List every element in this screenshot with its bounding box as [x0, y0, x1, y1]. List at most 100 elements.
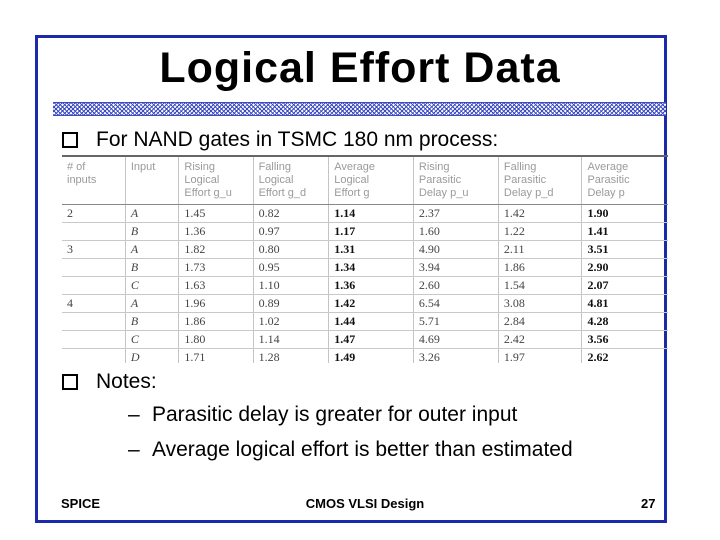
- table-cell: 3.56: [581, 330, 668, 349]
- bullet-text: For NAND gates in TSMC 180 nm process:: [96, 128, 499, 151]
- table-cell: 1.73: [178, 258, 254, 277]
- table-row: D 1.71 1.28 1.49 3.26 1.97 2.62: [62, 348, 668, 363]
- column-header-line: Parasitic: [587, 174, 630, 186]
- table-cell: A: [124, 294, 179, 313]
- column-header-line: Average: [587, 161, 629, 173]
- table-cell: [62, 348, 126, 363]
- table-cell: 1.28: [252, 348, 329, 363]
- table-cell: C: [124, 276, 179, 295]
- column-header-line: Parasitic: [503, 174, 547, 186]
- table-cell: 1.14: [252, 330, 329, 349]
- table-cell: 1.60: [412, 222, 499, 241]
- table-row: B 1.86 1.02 1.44 5.71 2.84 4.28: [62, 312, 668, 331]
- table-cell: 1.36: [178, 222, 254, 241]
- table-cell: A: [124, 240, 179, 259]
- table-cell: 1.80: [178, 330, 254, 349]
- column-header-line: inputs: [67, 174, 97, 186]
- table-cell: 1.63: [178, 276, 254, 295]
- table-cell: 2.60: [412, 276, 499, 295]
- table-cell: 3.26: [412, 348, 499, 363]
- table-cell: 4: [62, 294, 126, 313]
- table-cell: 4.69: [412, 330, 499, 349]
- table-cell: 1.49: [328, 348, 414, 363]
- column-header-line: Effort g: [334, 187, 370, 199]
- table-cell: 0.89: [252, 294, 329, 313]
- table-cell: 1.41: [581, 222, 668, 241]
- table-cell: 1.71: [178, 348, 254, 363]
- column-header: Input: [124, 155, 179, 205]
- footer-left: SPICE: [61, 496, 101, 511]
- table-cell: 1.97: [497, 348, 582, 363]
- column-header-line: Effort g_d: [258, 187, 307, 199]
- table-row: C 1.80 1.14 1.47 4.69 2.42 3.56: [62, 330, 668, 349]
- table-cell: 1.47: [328, 330, 414, 349]
- column-header-line: # of: [67, 161, 86, 173]
- table-cell: 2.11: [497, 240, 582, 259]
- table-cell: 1.86: [497, 258, 582, 277]
- table-cell: 1.02: [252, 312, 329, 331]
- table-cell: 1.34: [328, 258, 414, 277]
- logical-effort-table-image: # of inputs Input Rising Logical Effort g_u Fa…: [62, 155, 668, 363]
- bullet-item: Notes:: [62, 370, 157, 394]
- table-body: 2 A 1.45 0.82 1.14 2.37 1.42 1.90 B 1.36 0.97 1.17 1…: [62, 204, 668, 363]
- table-cell: B: [124, 312, 179, 331]
- table-row: 2 A 1.45 0.82 1.14 2.37 1.42 1.90: [62, 204, 668, 223]
- checkbox-bullet-icon: [62, 374, 78, 390]
- table-cell: [62, 312, 126, 331]
- table-cell: 1.42: [497, 204, 582, 223]
- column-header-line: Effort g_u: [184, 187, 232, 199]
- table-row: B 1.36 0.97 1.17 1.60 1.22 1.41: [62, 222, 668, 241]
- column-header: Falling Logical Effort g_d: [252, 155, 329, 205]
- column-header: Rising Logical Effort g_u: [178, 155, 254, 205]
- table-row: 3 A 1.82 0.80 1.31 4.90 2.11 3.51: [62, 240, 668, 259]
- table-cell: 2.90: [581, 258, 668, 277]
- column-header-line: Falling: [258, 161, 291, 173]
- column-header-line: Average: [334, 161, 376, 173]
- table-cell: 1.90: [581, 204, 668, 223]
- column-header-line: Delay p: [587, 187, 625, 199]
- dash-bullet: –: [128, 403, 140, 426]
- checkbox-bullet-icon: [62, 132, 78, 148]
- table-cell: 2.07: [581, 276, 668, 295]
- table-header-row: # of inputs Input Rising Logical Effort g_u Fa…: [62, 155, 668, 205]
- column-header-line: Input: [130, 161, 156, 173]
- table-cell: C: [124, 330, 179, 349]
- table-cell: 3.51: [581, 240, 668, 259]
- table-cell: 1.86: [178, 312, 254, 331]
- title-underline-bar: [53, 102, 666, 116]
- table-cell: 2.62: [581, 348, 668, 363]
- table-cell: A: [124, 204, 179, 223]
- footer-center: CMOS VLSI Design: [305, 496, 425, 511]
- column-header-line: Logical: [334, 174, 370, 186]
- table-cell: 1.31: [328, 240, 414, 259]
- table-cell: B: [124, 258, 179, 277]
- table-cell: 3.94: [412, 258, 499, 277]
- table-cell: 5.71: [412, 312, 499, 331]
- dash-bullet: –: [128, 438, 140, 461]
- column-header-line: Falling: [503, 161, 537, 173]
- table-cell: 1.22: [497, 222, 582, 241]
- table-cell: 1.82: [178, 240, 254, 259]
- table-cell: D: [124, 348, 179, 363]
- table-cell: 2.37: [412, 204, 499, 223]
- column-header-line: Logical: [258, 174, 294, 186]
- table-cell: 0.95: [252, 258, 329, 277]
- sub-bullet-text: Parasitic delay is greater for outer inp…: [152, 403, 518, 426]
- logical-effort-table: # of inputs Input Rising Logical Effort g_u Fa…: [62, 155, 668, 363]
- table-cell: 0.82: [252, 204, 329, 223]
- table-cell: 1.17: [328, 222, 414, 241]
- table-row: 4 A 1.96 0.89 1.42 6.54 3.08 4.81: [62, 294, 668, 313]
- table-cell: 1.36: [328, 276, 414, 295]
- table-cell: 4.28: [581, 312, 668, 331]
- table-cell: B: [124, 222, 179, 241]
- sub-bullet: – Parasitic delay is greater for outer in…: [128, 403, 517, 427]
- column-header-line: Rising: [184, 161, 215, 173]
- column-header: Falling Parasitic Delay p_d: [497, 155, 582, 205]
- table-cell: 1.44: [328, 312, 414, 331]
- table-cell: 2: [62, 204, 126, 223]
- table-cell: 1.54: [497, 276, 582, 295]
- column-header-line: Logical: [184, 174, 220, 186]
- table-cell: 4.81: [581, 294, 668, 313]
- table-cell: 0.80: [252, 240, 329, 259]
- slide-title: Logical Effort Data: [159, 44, 561, 92]
